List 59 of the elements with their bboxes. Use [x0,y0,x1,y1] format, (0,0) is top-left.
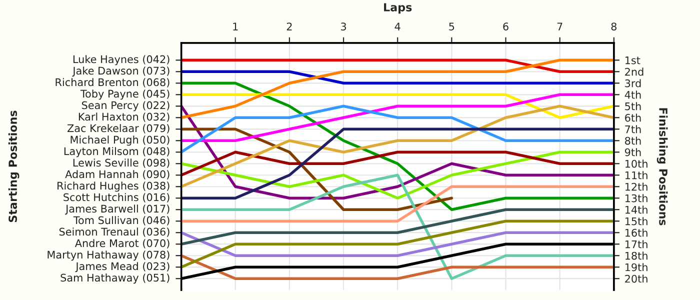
x-tick-label: 1 [233,22,238,30]
line-series [181,220,614,268]
line-series [181,93,614,142]
series-label: Richard Brenton (068) [56,78,170,88]
line-series [181,104,614,154]
x-tick-label: 6 [503,22,508,30]
series-label: James Barwell (017) [65,204,170,215]
y2-tick-label: 2nd [625,68,644,76]
y2-tick-label: 8th [625,136,641,145]
y2-tick-label: 20th [625,274,648,283]
series-label: Toby Payne (045) [80,90,170,100]
x-tick-label: 8 [611,22,616,30]
y2-tick-label: 18th [625,252,648,260]
series-label: Richard Hughes (038) [58,182,170,192]
series-label: Scott Hutchins (016) [64,193,170,202]
y2-tick-label: 6th [625,114,641,122]
y2-tick-label: 3rd [625,79,641,88]
series-label: Lewis Seville (098) [73,158,170,168]
series-label: Sam Hathaway (051) [60,274,170,284]
x-tick-label: 4 [394,22,400,30]
x-tick-label: 7 [557,22,562,30]
y2-tick-label: 17th [625,240,648,248]
line-series [181,174,614,280]
x-tick-label: 2 [286,22,292,30]
series-label: Jake Dawson (073) [72,66,170,77]
x-tick-label: 5 [449,22,454,30]
series-label: Martyn Hathaway (078) [48,250,170,261]
series-label: Seimon Trenaul (036) [59,228,170,237]
series-label: Michael Pugh (050) [70,136,170,146]
text: Starting Positions [8,110,20,222]
line-series [181,82,614,212]
y2-tick-label: 1st [625,56,640,64]
y2-axis-title: Finishing Positions [656,108,668,226]
y2-tick-label: 12th [625,182,648,191]
x-tick-label: 3 [341,22,346,30]
y2-tick-label: 13th [625,194,648,202]
series-label: Zac Krekelaar (079) [67,124,170,134]
y2-tick-label: 11th [625,171,648,180]
y2-tick-label: 9th [624,148,641,156]
y2-tick-label: 7th [625,125,641,134]
line-series [181,208,614,246]
series-label: Karl Haxton (032) [78,112,170,122]
y2-tick-label: 10th [625,160,648,168]
series-label: Adam Hannah (090) [65,170,170,180]
series-label: Luke Haynes (042) [73,55,170,66]
series-label: James Mead (023) [75,262,170,272]
y2-tick-label: 15th [625,217,648,226]
y2-tick-label: 5th [625,102,641,110]
line-series [181,58,614,120]
y2-tick-label: 16th [625,228,648,237]
series-label: Andre Marot (070) [74,239,170,248]
y2-tick-label: 19th [625,263,648,272]
series-label: Layton Milsom (048) [64,147,170,158]
line-series [181,150,614,200]
x-axis-title: Laps [384,3,412,14]
series-label: Sean Percy (022) [82,101,170,112]
y2-tick-label: 4th [624,90,641,99]
y2-tick-label: 14th [625,206,648,214]
series-label: Tom Sullivan (046) [73,216,170,226]
